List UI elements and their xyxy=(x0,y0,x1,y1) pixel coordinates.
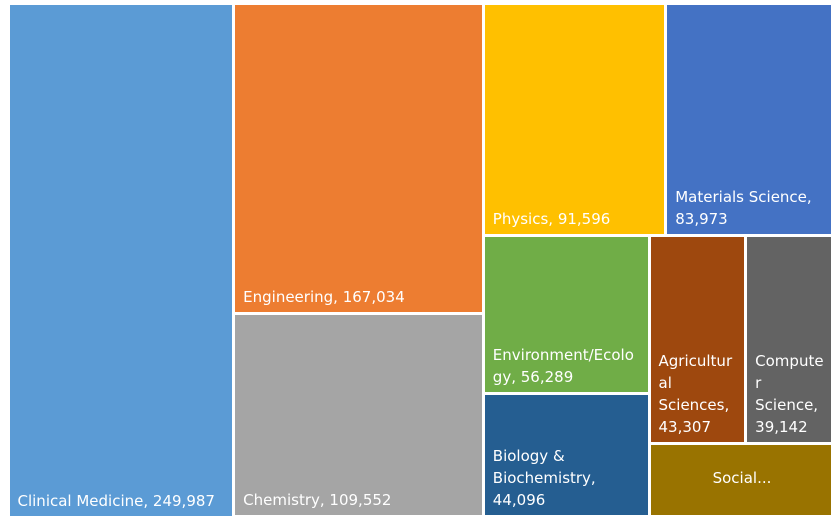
tile: Physics, 91,596 xyxy=(484,4,665,235)
category-label: Materials Science, xyxy=(675,188,812,207)
tile: Biology & Biochemistry, 44,096 xyxy=(484,395,648,516)
tile: Chemistry, 109,552 xyxy=(235,314,482,516)
tile-label: Agricultural Sciences, 43,307 xyxy=(651,350,745,442)
tile: Social... xyxy=(650,445,832,516)
tile-label: Computer Science, 39,142 xyxy=(747,350,831,442)
category-label: Environment/Ecology, xyxy=(492,346,634,387)
tile-label: Environment/Ecology, 56,289 xyxy=(485,344,648,392)
tile-label: Materials Science, 83,973 xyxy=(667,186,831,234)
tile: Environment/Ecology, 56,289 xyxy=(484,237,648,393)
category-label: Engineering, xyxy=(243,287,338,306)
tile-label: Engineering, 167,034 xyxy=(235,286,411,312)
value-label: 43,307 xyxy=(658,418,712,437)
value-label: 167,034 xyxy=(342,287,405,306)
value-label: 44,096 xyxy=(492,491,546,510)
value-label: 56,289 xyxy=(520,368,574,387)
value-label: 249,987 xyxy=(152,491,215,510)
value-label: 39,142 xyxy=(755,418,808,437)
value-label: 83,973 xyxy=(675,210,728,229)
tile-label: Clinical Medicine, 249,987 xyxy=(10,490,221,516)
category-label: Computer Science, xyxy=(755,352,824,415)
category-label: Clinical Medicine, xyxy=(17,491,149,510)
category-label: Chemistry, xyxy=(243,491,325,510)
tile: Engineering, 167,034 xyxy=(235,4,482,312)
category-label: Agricultural Sciences, xyxy=(658,352,733,415)
tile-label: Chemistry, 109,552 xyxy=(235,489,397,515)
tile-label: Physics, 91,596 xyxy=(485,208,617,234)
tile: Agricultural Sciences, 43,307 xyxy=(650,237,745,443)
tile-label: Social... xyxy=(705,467,778,493)
tile: Materials Science, 83,973 xyxy=(667,4,832,235)
tile-label: Biology & Biochemistry, 44,096 xyxy=(485,445,648,515)
tile: Clinical Medicine, 249,987 xyxy=(9,4,233,516)
category-label: Physics, xyxy=(492,210,554,229)
category-label: Biology & Biochemistry, xyxy=(492,447,596,488)
category-label: Social... xyxy=(712,469,772,488)
value-label: 109,552 xyxy=(329,491,392,510)
value-label: 91,596 xyxy=(557,210,611,229)
tile: Computer Science, 39,142 xyxy=(747,237,832,443)
